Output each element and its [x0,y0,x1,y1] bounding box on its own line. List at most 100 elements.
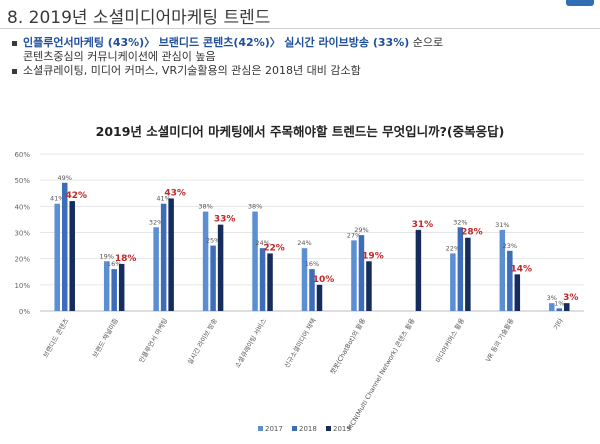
bar-2017 [202,211,209,311]
bar-2017 [499,229,506,311]
data-label-2019: 14% [511,264,533,274]
x-tick-label: 신규소셜미디어 채택 [282,316,318,369]
bullet-continuation: 콘텐츠중심의 커뮤니케이션에 관심이 높음 [23,50,216,63]
legend-swatch-2018 [292,426,297,431]
x-tick-label: 실시간 라이브 방송 [185,316,219,366]
data-label-2018: 1% [554,299,564,307]
data-label-2017: 31% [495,221,509,229]
data-label-2018: 41% [156,195,170,203]
bar-2018 [160,203,167,311]
data-label-2017: 24% [297,239,311,247]
chart-title: 2019년 소셜미디어 마케팅에서 주목해야할 트렌드는 무엇입니까?(중복응답… [95,124,505,139]
data-label-2017: 41% [50,195,64,203]
bar-2019 [69,201,75,311]
legend-label-2018: 2018 [299,425,317,433]
bullet-square-icon [12,69,17,74]
bar-2019 [564,303,570,311]
x-tick-label: 챗봇(ChatBot)의 활용 [328,316,367,375]
data-label-2018: 49% [58,174,72,182]
bar-2017 [54,203,60,311]
data-label-2019: 33% [214,215,236,225]
bar-2019 [366,261,372,311]
data-label-2017: 22% [446,244,460,252]
highlight-influencer: 인플루언서마케팅 (43%) [23,36,145,49]
rank-separator: 〉 [269,36,281,49]
bar-2018 [507,250,513,311]
x-tick-label: 미디어커머스 활용 [433,316,466,364]
x-tick-label: 브랜드 채널미즘 [90,316,120,359]
bar-2018 [556,308,563,311]
data-label-2017: 3% [547,294,557,302]
data-label-2018: 16% [305,260,319,268]
bullet-text: 순으로 [409,36,444,49]
data-label-2019: 18% [115,254,137,264]
data-label-2018: 23% [503,242,517,250]
data-label-2019: 42% [65,191,87,201]
bar-2018 [61,182,68,311]
bar-2019 [415,229,422,311]
data-label-2017: 27% [347,231,361,239]
bar-2018 [457,227,464,311]
highlight-live: 실시간 라이브방송 (33%) [284,36,410,49]
bar-2017 [153,227,159,311]
data-label-2018: 16% [107,260,121,268]
data-label-2019: 22% [263,243,285,253]
bar-2017 [301,248,308,311]
bar-2017 [549,303,555,311]
data-label-2019: 3% [563,293,578,303]
highlight-branded: 브랜디드 콘텐츠(42%) [158,36,270,49]
data-label-2018: 32% [453,218,467,226]
bar-2019 [316,284,323,311]
y-tick-label: 20% [14,256,30,264]
x-tick-label: 브랜디드 콘텐츠 [41,316,71,359]
bar-2018 [259,248,266,311]
bullet-square-icon [12,41,17,46]
data-label-2017: 38% [248,203,262,211]
data-label-2017: 19% [99,252,113,260]
data-label-2019: 31% [412,220,434,230]
title-divider [0,28,600,29]
x-tick-label: 소셜큐레이팅 서비스 [233,316,269,369]
data-label-2019: 43% [164,188,186,198]
x-tick-label: 기타 [551,316,565,331]
data-label-2019: 10% [313,275,335,285]
data-label-2019: 19% [362,251,384,261]
data-label-2018: 25% [206,237,220,245]
y-tick-label: 10% [14,282,30,290]
bar-2019 [168,198,174,311]
x-tick-label: 인플루언서 마케팅 [137,316,170,364]
bar-2018 [358,235,365,311]
data-label-2018: 24% [255,239,269,247]
data-label-2017: 32% [149,218,163,226]
y-tick-label: 40% [14,203,30,211]
rank-separator: 〉 [144,36,156,49]
bullet-text: 소셜큐레이팅, 미디어 커머스, VR기술활용의 관심은 2018년 대비 감소… [23,64,361,77]
data-label-2019: 28% [461,228,483,238]
y-tick-label: 60% [14,151,30,159]
bar-2019 [465,237,471,311]
data-label-2018: 29% [354,226,368,234]
y-tick-label: 50% [14,177,30,185]
legend-swatch-2017 [258,426,263,431]
corner-tab [566,0,594,6]
legend-label-2019: 2019 [333,425,351,433]
bar-2019 [217,224,224,311]
bullet-decline-note: 소셜큐레이팅, 미디어 커머스, VR기술활용의 관심은 2018년 대비 감소… [12,64,592,78]
bar-2019 [267,253,273,311]
y-tick-label: 30% [14,230,30,238]
bullet-trend-ranking: 인플루언서마케팅 (43%)〉 브랜디드 콘텐츠(42%)〉 실시간 라이브방송… [12,36,592,64]
bar-2018 [210,245,216,311]
bar-2018 [111,269,117,311]
legend-swatch-2019 [326,426,331,431]
bar-2017 [103,261,110,311]
bar-2017 [252,211,258,311]
y-tick-label: 0% [19,308,30,316]
data-label-2017: 38% [198,203,212,211]
bar-2017 [351,240,357,311]
page-title: 8. 2019년 소셜미디어마케팅 트렌드 [7,8,271,28]
legend-label-2017: 2017 [265,425,283,433]
x-tick-label: VR 등의 기술활용 [483,316,515,363]
summary-bullets: 인플루언서마케팅 (43%)〉 브랜디드 콘텐츠(42%)〉 실시간 라이브방송… [12,36,592,78]
bar-2019 [118,263,125,311]
